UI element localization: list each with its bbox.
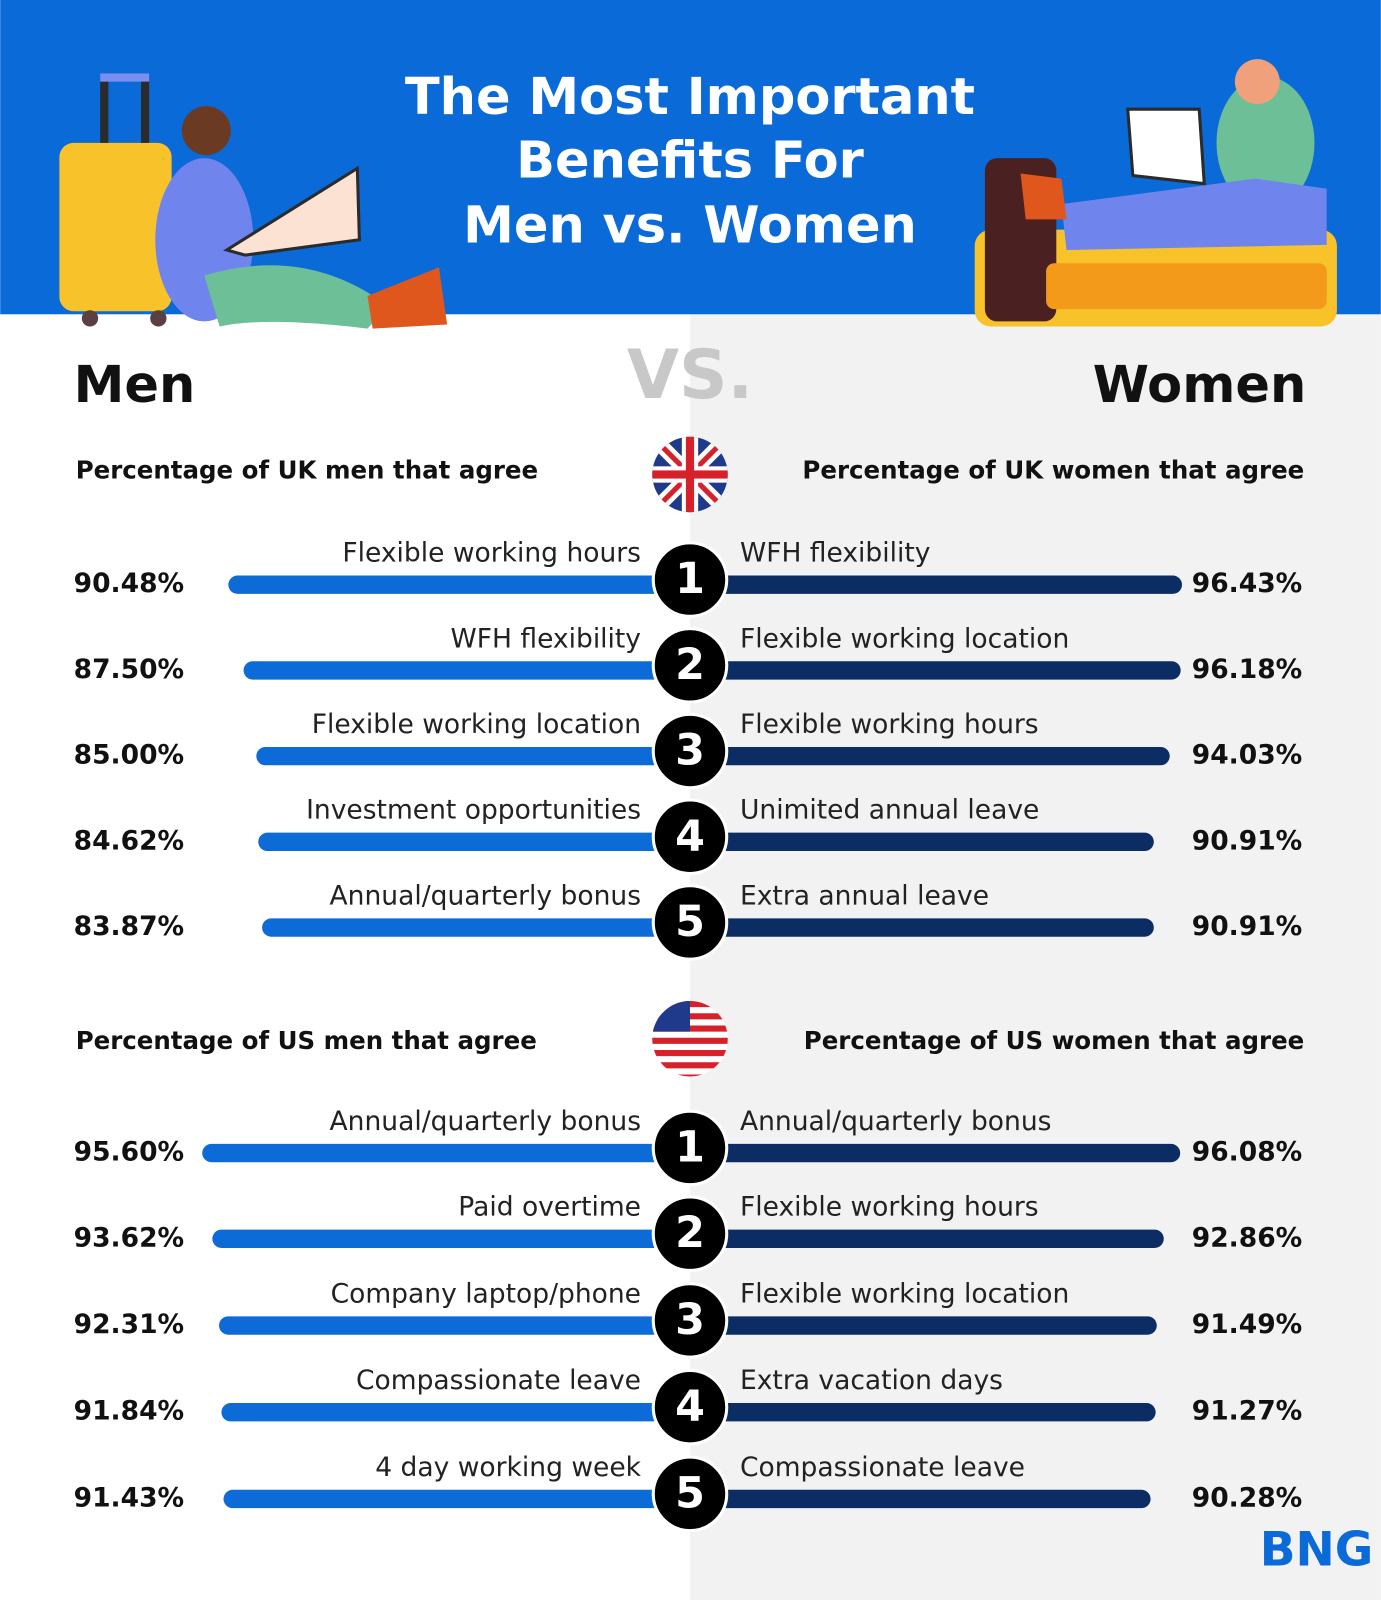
bar-label: 4 day working week — [375, 1452, 641, 1483]
rank-label: 1 — [675, 554, 705, 604]
value-label: 84.62% — [74, 825, 184, 856]
rank-badge — [651, 1455, 729, 1533]
bar — [256, 746, 690, 766]
rank-label: 3 — [675, 1295, 705, 1345]
value-label: 87.50% — [74, 654, 184, 685]
woman-illustration — [974, 59, 1337, 327]
bar-label: Extra vacation days — [740, 1365, 1003, 1396]
bar-label: Annual/quarterly bonus — [330, 880, 641, 911]
bar-label: WFH flexibility — [451, 623, 641, 654]
value-label: 96.08% — [1192, 1137, 1302, 1168]
bar-label: Compassionate leave — [740, 1452, 1025, 1483]
bar — [689, 832, 1154, 852]
bar-label: Unimited annual leave — [740, 795, 1039, 826]
bar-label: Flexible working location — [740, 623, 1069, 654]
legend-label: Percentage of US men that agree — [76, 1026, 537, 1055]
vs-heading: VS. — [627, 335, 753, 414]
title-line: Men vs. Women — [463, 197, 917, 256]
bar — [689, 746, 1170, 766]
bar-label: Flexible working hours — [740, 709, 1039, 740]
rank-badge — [651, 712, 729, 790]
legend-label: Percentage of UK women that agree — [802, 455, 1304, 484]
title-line: Benefits For — [516, 131, 865, 190]
rank-badge — [651, 541, 729, 618]
rank-badge — [651, 1368, 729, 1446]
bar-label: Annual/quarterly bonus — [740, 1106, 1051, 1137]
bar-label: Flexible working hours — [740, 1192, 1039, 1223]
bar-label: Company laptop/phone — [331, 1278, 641, 1309]
bar-label: WFH flexibility — [740, 538, 930, 569]
rank-label: 5 — [675, 897, 705, 947]
bar — [219, 1316, 690, 1335]
right-panel — [689, 314, 1381, 1600]
value-label: 96.18% — [1192, 654, 1302, 685]
bar — [223, 1489, 690, 1509]
rank-badge — [651, 627, 729, 704]
value-label: 83.87% — [74, 911, 184, 942]
man-illustration — [59, 73, 448, 329]
bar-label: Paid overtime — [458, 1192, 641, 1223]
rank-label: 3 — [675, 726, 705, 776]
rank-label: 4 — [675, 811, 705, 861]
bar — [689, 918, 1154, 937]
bar — [689, 1316, 1157, 1335]
rank-label: 4 — [675, 1382, 705, 1432]
bar — [689, 1489, 1151, 1509]
value-label: 95.60% — [74, 1137, 184, 1168]
rank-label: 2 — [675, 1208, 705, 1258]
value-label: 92.86% — [1192, 1222, 1302, 1253]
value-label: 90.48% — [74, 568, 184, 599]
value-label: 91.49% — [1192, 1309, 1302, 1340]
men-heading: Men — [74, 356, 196, 415]
bar-label: Extra annual leave — [740, 880, 989, 911]
value-label: 91.84% — [74, 1396, 184, 1427]
value-label: 92.31% — [74, 1309, 184, 1340]
bar — [262, 918, 690, 937]
legend-label: Percentage of UK men that agree — [76, 455, 538, 484]
rank-badge — [651, 1195, 729, 1272]
bar — [689, 575, 1182, 594]
women-heading: Women — [1093, 356, 1307, 415]
rank-badge — [651, 798, 729, 876]
bar-label: Flexible working location — [312, 709, 641, 740]
bar — [243, 661, 690, 680]
bar — [689, 1229, 1164, 1248]
bar — [221, 1403, 690, 1422]
value-label: 91.27% — [1192, 1396, 1302, 1427]
rank-badge — [651, 884, 729, 961]
value-label: 85.00% — [74, 740, 184, 771]
rank-label: 5 — [675, 1468, 705, 1518]
bar — [258, 832, 690, 852]
rank-badge — [651, 1109, 729, 1187]
value-label: 93.62% — [74, 1222, 184, 1253]
us-flag — [652, 1001, 728, 1077]
bar — [689, 661, 1181, 680]
rank-label: 2 — [675, 640, 705, 690]
bar — [228, 575, 690, 594]
value-label: 90.28% — [1192, 1482, 1302, 1513]
rank-badge — [651, 1282, 729, 1359]
logo: BNG — [1260, 1523, 1374, 1578]
bar-label: Investment opportunities — [306, 795, 641, 826]
bar — [689, 1143, 1181, 1163]
bar-label: Flexible working location — [740, 1278, 1069, 1309]
title-line: The Most Important — [405, 68, 975, 127]
legend-label: Percentage of US women that agree — [804, 1026, 1305, 1055]
value-label: 90.91% — [1192, 911, 1302, 942]
rank-label: 1 — [675, 1123, 705, 1173]
bar-label: Flexible working hours — [342, 538, 641, 569]
value-label: 96.43% — [1192, 568, 1302, 599]
bar — [202, 1143, 690, 1163]
value-label: 94.03% — [1192, 740, 1302, 771]
value-label: 90.91% — [1192, 825, 1302, 856]
bar — [689, 1403, 1156, 1422]
value-label: 91.43% — [74, 1482, 184, 1513]
bar — [212, 1229, 690, 1248]
bar-label: Annual/quarterly bonus — [330, 1106, 641, 1137]
bar-label: Compassionate leave — [356, 1365, 641, 1396]
